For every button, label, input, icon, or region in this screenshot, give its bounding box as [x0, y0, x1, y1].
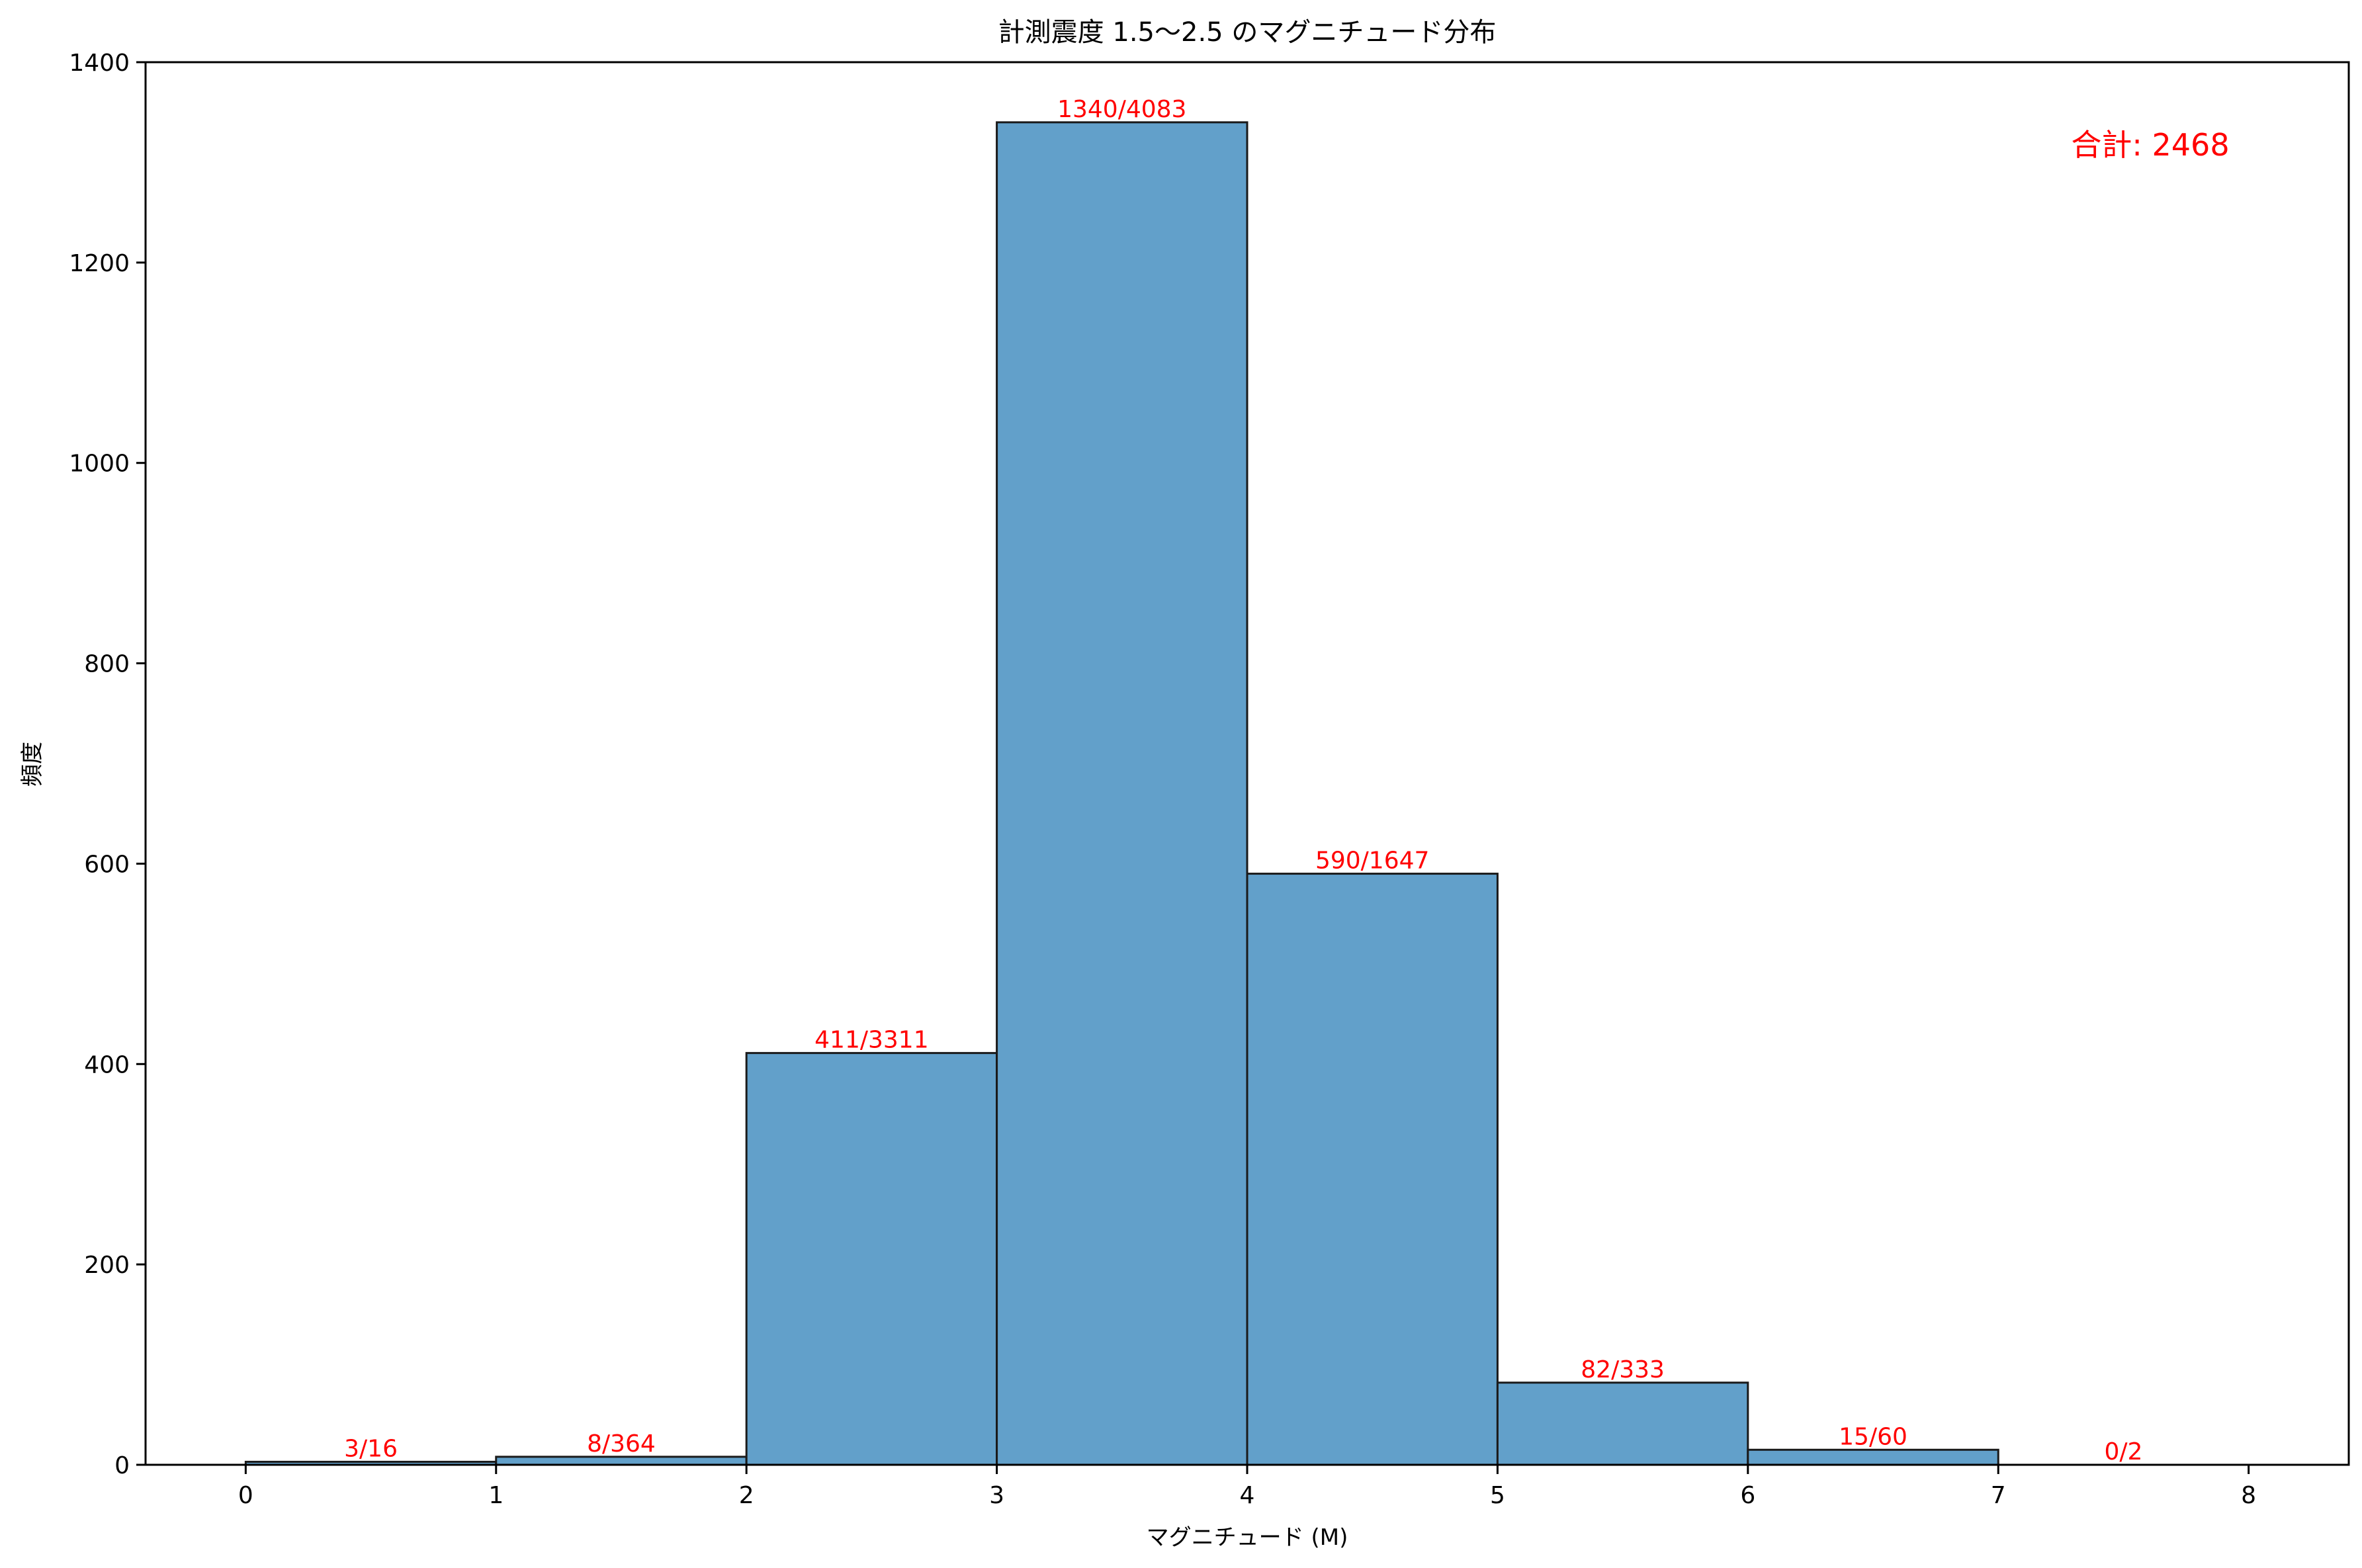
x-tick-label: 4: [1240, 1482, 1255, 1509]
bar-value-label: 8/364: [587, 1430, 656, 1458]
y-tick-label: 1400: [69, 50, 130, 77]
histogram-bar: [1747, 1448, 1999, 1466]
x-tick-label: 5: [1490, 1482, 1505, 1509]
y-tick-label: 400: [84, 1051, 130, 1078]
x-tick-label: 1: [488, 1482, 503, 1509]
bar-value-label: 3/16: [344, 1435, 398, 1462]
y-tick-label: 0: [114, 1452, 130, 1479]
x-tick-label: 0: [238, 1482, 253, 1509]
y-axis-ticks: 0 200 400 600 800 1000 1200 1400: [69, 50, 146, 1479]
x-tick-label: 8: [2241, 1482, 2256, 1509]
x-tick-label: 3: [989, 1482, 1004, 1509]
y-tick-label: 800: [84, 651, 130, 678]
x-tick-label: 2: [739, 1482, 754, 1509]
y-axis-label: 頻度: [19, 742, 46, 787]
y-tick-label: 600: [84, 851, 130, 878]
histogram-bar: [495, 1456, 748, 1466]
x-tick-label: 7: [1991, 1482, 2006, 1509]
bar-value-label: 411/3311: [814, 1027, 928, 1054]
bar-value-label: 590/1647: [1315, 848, 1429, 875]
y-tick-label: 200: [84, 1252, 130, 1279]
y-tick-label: 1000: [69, 451, 130, 478]
bar-value-label: 82/333: [1581, 1356, 1665, 1383]
total-annotation: 合計: 2468: [2071, 127, 2229, 163]
histogram-bar: [745, 1052, 998, 1466]
bar-labels-group: 3/16 8/364 411/3311 1340/4083 590/1647 82/333…: [344, 96, 2142, 1465]
x-axis-label: マグニチュード (M): [1147, 1524, 1348, 1551]
x-axis-ticks: 0 1 2 3 4 5 6 7 8: [238, 1465, 2256, 1509]
bars-group: [244, 121, 1999, 1466]
y-tick-label: 1200: [69, 250, 130, 277]
x-tick-label: 6: [1740, 1482, 1755, 1509]
bar-value-label: 0/2: [2104, 1438, 2142, 1465]
histogram-bar: [1246, 873, 1499, 1466]
bar-value-label: 15/60: [1839, 1423, 1907, 1450]
histogram-bar: [996, 121, 1248, 1466]
bar-value-label: 1340/4083: [1057, 96, 1186, 123]
chart-title: 計測震度 1.5〜2.5 のマグニチュード分布: [998, 17, 1497, 48]
histogram-bar: [1496, 1381, 1749, 1466]
